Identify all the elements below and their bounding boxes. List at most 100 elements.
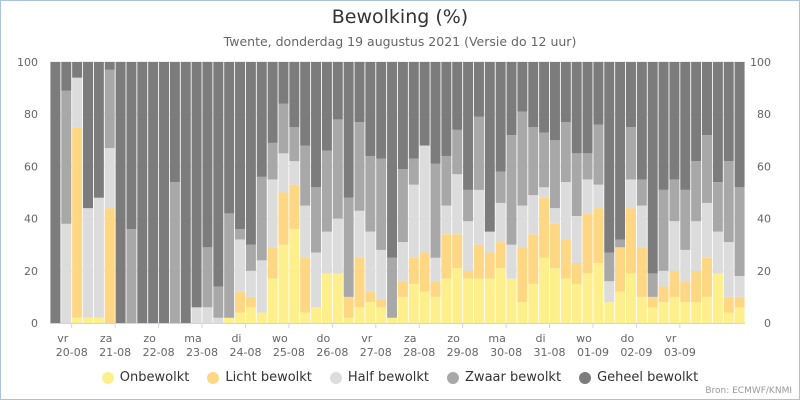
bar-segment-geheel (473, 62, 484, 117)
legend-item-geheel-bewolkt[interactable]: Geheel bewolkt (579, 370, 698, 385)
bar-segment-zwaar (712, 182, 723, 232)
source-credit: Bron: ECMWF/KNMI (705, 386, 792, 396)
bar-segment-geheel (495, 62, 506, 172)
bar-segment-onbewolkt (473, 278, 484, 323)
bar-segment-zwaar (593, 124, 604, 185)
legend-swatch-half-bewolkt (329, 371, 342, 384)
x-tick-weekday: za (100, 332, 113, 345)
bar-segment-zwaar (441, 155, 452, 206)
bar-segment-geheel (571, 62, 582, 154)
bar-segment-zwaar (539, 132, 550, 188)
bar-segment-zwaar (354, 122, 365, 211)
bar-segment-geheel (430, 62, 441, 164)
bar-segment-half (658, 270, 669, 287)
bar-segment-geheel (365, 62, 376, 156)
bar-segment-onbewolkt (321, 273, 332, 323)
legend-item-onbewolkt[interactable]: Onbewolkt (101, 370, 189, 385)
bar-segment-licht (734, 296, 745, 308)
y-tick-label-right: 20 (757, 265, 771, 278)
bar-segment-licht (278, 192, 289, 245)
bar-segment-geheel (72, 62, 83, 78)
legend-label-licht-bewolkt: Licht bewolkt (225, 370, 312, 385)
legend-item-zwaar-bewolkt[interactable]: Zwaar bewolkt (447, 370, 561, 385)
bar-segment-zwaar (517, 111, 528, 206)
x-tick-weekday: za (404, 332, 417, 345)
bar-segment-licht (245, 296, 256, 308)
bar-segment-onbewolkt (701, 296, 712, 323)
bar-segment-zwaar (560, 122, 571, 183)
bar-segment-half (256, 260, 267, 313)
bar-segment-zwaar (615, 239, 626, 248)
bar-segment-half (311, 252, 322, 308)
bar-segment-half (83, 208, 94, 318)
bar-segment-geheel (463, 62, 474, 190)
bar-segment-zwaar (365, 155, 376, 232)
bar-segment-geheel (419, 62, 430, 146)
bar-segment-licht (300, 257, 311, 313)
bar-segment-licht (365, 291, 376, 303)
x-tick-weekday: vr (665, 332, 677, 345)
bar-segment-half (202, 307, 213, 323)
bar-segment-onbewolkt (441, 278, 452, 323)
bar-segment-half (104, 148, 115, 209)
bar-segment-geheel (235, 62, 246, 230)
x-tick-weekday: zo (143, 332, 156, 345)
x-tick-date: 28-08 (403, 346, 435, 359)
bar-segment-zwaar (571, 153, 582, 216)
bar-segment-half (723, 242, 734, 297)
bar-segment-geheel (256, 62, 267, 177)
bar-segment-geheel (213, 62, 224, 287)
y-tick-label-right: 100 (750, 56, 771, 69)
x-tick-date: 31-08 (534, 346, 566, 359)
bar-segment-geheel (723, 62, 734, 162)
x-tick-date: 21-08 (99, 346, 131, 359)
bar-segment-geheel (169, 62, 180, 183)
bar-segment-half (560, 182, 571, 240)
x-tick-date: 25-08 (273, 346, 305, 359)
bar-segment-onbewolkt (723, 312, 734, 323)
bar-segment-half (365, 231, 376, 292)
bar-segment-licht (658, 286, 669, 303)
bar-segment-geheel (647, 62, 658, 274)
legend-item-half-bewolkt[interactable]: Half bewolkt (329, 370, 429, 385)
bar-segment-licht (680, 281, 691, 303)
bar-segment-half (61, 223, 72, 323)
bar-segment-zwaar (408, 158, 419, 185)
bar-segment-half (473, 189, 484, 245)
bar-segment-half (549, 208, 560, 224)
bar-segment-geheel (354, 62, 365, 123)
bar-segment-zwaar (549, 140, 560, 209)
y-tick-label-left: 60 (24, 160, 38, 173)
bar-segment-licht (495, 242, 506, 269)
bar-segment-geheel (159, 62, 170, 323)
bar-segment-half (213, 317, 224, 323)
bar-segment-geheel (397, 62, 408, 170)
bar-segment-zwaar (256, 176, 267, 261)
bar-segment-licht (343, 296, 354, 318)
bar-segment-licht (517, 247, 528, 303)
bar-segment-onbewolkt (235, 312, 246, 323)
bar-segment-half (408, 184, 419, 258)
bar-segment-zwaar (202, 247, 213, 308)
bar-segment-geheel (582, 62, 593, 154)
bar-segment-licht (441, 234, 452, 279)
x-tick-date: 30-08 (490, 346, 522, 359)
bar-segment-onbewolkt (528, 283, 539, 323)
bar-segment-zwaar (669, 179, 680, 222)
x-tick-date: 27-08 (360, 346, 392, 359)
legend-item-licht-bewolkt[interactable]: Licht bewolkt (207, 370, 312, 385)
bar-segment-zwaar (495, 171, 506, 203)
chart-subtitle: Twente, donderdag 19 augustus 2021 (Vers… (223, 34, 577, 49)
bar-segment-geheel (300, 62, 311, 146)
y-tick-label-left: 40 (24, 213, 38, 226)
bar-segment-zwaar (647, 273, 658, 297)
bar-segment-onbewolkt (669, 296, 680, 323)
bar-segment-licht (723, 296, 734, 313)
chart-title: Bewolking (%) (331, 6, 469, 28)
bar-segment-onbewolkt (484, 278, 495, 323)
bar-segment-half (734, 276, 745, 297)
bar-segment-zwaar (691, 161, 702, 222)
bar-segment-licht (419, 252, 430, 292)
bar-segment-half (332, 218, 343, 274)
bar-segment-zwaar (321, 150, 332, 232)
